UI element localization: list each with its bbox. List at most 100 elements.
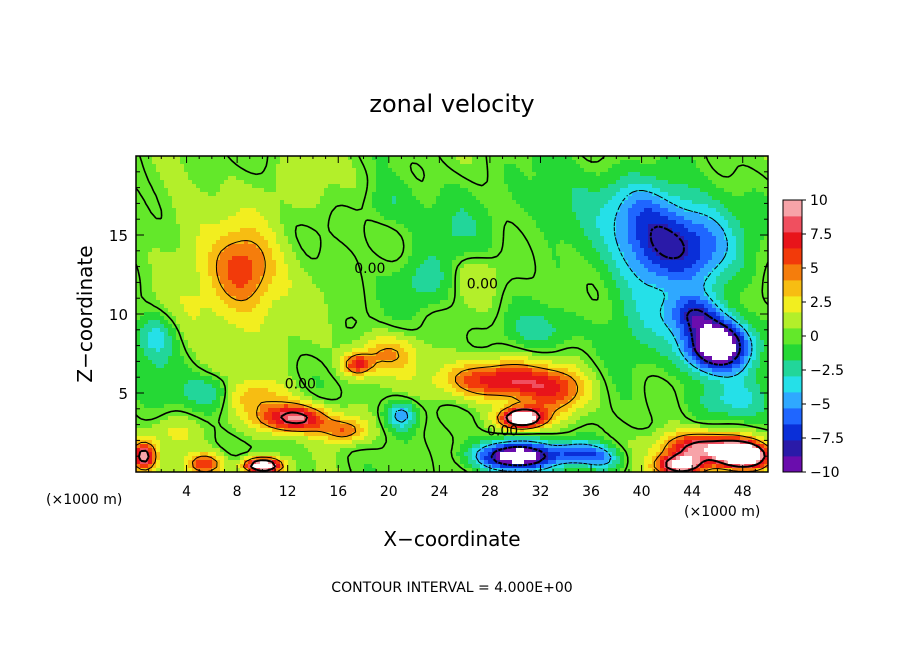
heat-cell xyxy=(672,180,677,185)
heat-cell xyxy=(452,248,457,253)
heat-cell xyxy=(632,160,637,165)
heat-cell xyxy=(624,176,629,181)
heat-cell xyxy=(524,264,529,269)
heat-cell xyxy=(588,216,593,221)
heat-cell xyxy=(600,248,605,253)
heat-cell xyxy=(508,240,513,245)
heat-cell xyxy=(660,248,665,253)
heat-cell xyxy=(148,212,153,217)
heat-cell xyxy=(604,268,609,273)
heat-cell xyxy=(372,268,377,273)
heat-cell xyxy=(632,212,637,217)
heat-cell xyxy=(192,224,197,229)
heat-cell xyxy=(364,232,369,237)
heat-cell xyxy=(136,232,141,237)
heat-cell xyxy=(420,268,425,273)
heat-cell xyxy=(596,232,601,237)
heat-cell xyxy=(452,168,457,173)
heat-cell xyxy=(528,160,533,165)
heat-cell xyxy=(364,248,369,253)
heat-cell xyxy=(636,264,641,269)
heat-cell xyxy=(532,232,537,237)
heat-cell xyxy=(184,192,189,197)
heat-cell xyxy=(188,156,193,161)
heat-cell xyxy=(372,168,377,173)
heat-cell xyxy=(392,248,397,253)
heat-cell xyxy=(764,228,768,233)
heat-cell xyxy=(284,200,289,205)
heat-cell xyxy=(224,188,229,193)
heat-cell xyxy=(632,208,637,213)
heat-cell xyxy=(680,208,685,213)
heat-cell xyxy=(736,256,741,261)
heat-cell xyxy=(376,268,381,273)
heat-cell xyxy=(380,272,385,277)
heat-cell xyxy=(756,188,761,193)
heat-cell xyxy=(328,264,333,269)
heat-cell xyxy=(612,240,617,245)
heat-cell xyxy=(612,164,617,169)
heat-cell xyxy=(276,172,281,177)
heat-cell xyxy=(248,240,253,245)
heat-cell xyxy=(412,180,417,185)
heat-cell xyxy=(592,172,597,177)
heat-cell xyxy=(712,180,717,185)
heat-cell xyxy=(604,188,609,193)
heat-cell xyxy=(560,272,565,277)
heat-cell xyxy=(232,240,237,245)
heat-cell xyxy=(668,232,673,237)
heat-cell xyxy=(596,236,601,241)
heat-cell xyxy=(412,232,417,237)
heat-cell xyxy=(396,236,401,241)
heat-cell xyxy=(660,208,665,213)
heat-cell xyxy=(352,204,357,209)
heat-cell xyxy=(400,196,405,201)
heat-cell xyxy=(532,180,537,185)
heat-cell xyxy=(688,176,693,181)
heat-cell xyxy=(760,216,765,221)
heat-cell xyxy=(228,256,233,261)
heat-cell xyxy=(308,200,313,205)
heat-cell xyxy=(456,228,461,233)
heat-cell xyxy=(756,220,761,225)
heat-cell xyxy=(604,264,609,269)
heat-cell xyxy=(580,276,585,281)
heat-cell xyxy=(636,156,641,161)
heat-cell xyxy=(692,160,697,165)
heat-cell xyxy=(320,176,325,181)
heat-cell xyxy=(728,264,733,269)
heat-cell xyxy=(280,172,285,177)
heat-cell xyxy=(452,244,457,249)
heat-cell xyxy=(140,240,145,245)
heat-cell xyxy=(176,232,181,237)
heat-cell xyxy=(160,156,165,161)
heat-cell xyxy=(200,240,205,245)
heat-cell xyxy=(688,196,693,201)
heat-cell xyxy=(724,172,729,177)
heat-cell xyxy=(384,276,389,281)
heat-cell xyxy=(664,156,669,161)
heat-cell xyxy=(632,268,637,273)
heat-cell xyxy=(376,216,381,221)
heat-cell xyxy=(512,244,517,249)
heat-cell xyxy=(204,188,209,193)
heat-cell xyxy=(576,168,581,173)
heat-cell xyxy=(184,240,189,245)
heat-cell xyxy=(320,192,325,197)
heat-cell xyxy=(460,176,465,181)
heat-cell xyxy=(456,256,461,261)
heat-cell xyxy=(700,244,705,249)
heat-cell xyxy=(512,224,517,229)
heat-cell xyxy=(576,228,581,233)
heat-cell xyxy=(384,236,389,241)
heat-cell xyxy=(352,228,357,233)
heat-cell xyxy=(452,184,457,189)
heat-cell xyxy=(304,228,309,233)
heat-cell xyxy=(436,268,441,273)
heat-cell xyxy=(704,164,709,169)
heat-cell xyxy=(292,228,297,233)
heat-cell xyxy=(596,264,601,269)
heat-cell xyxy=(660,268,665,273)
heat-cell xyxy=(236,244,241,249)
heat-cell xyxy=(368,244,373,249)
